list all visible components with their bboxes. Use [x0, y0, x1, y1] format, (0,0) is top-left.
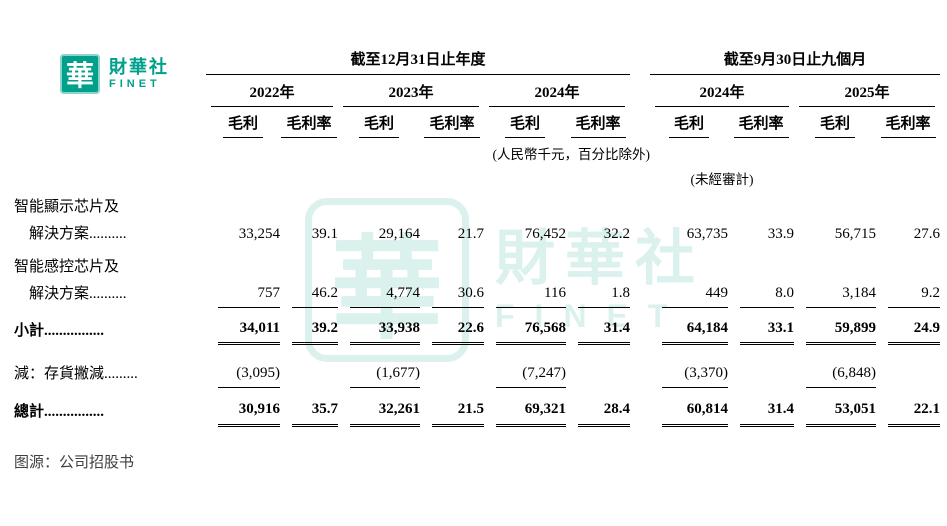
unaudited-note: (未經審計) [690, 172, 754, 187]
group-header-annual: 截至12月31日止年度 [206, 48, 631, 75]
col-gpm-2024-9m: 毛利率 [728, 107, 794, 138]
table-row-total: 總計................ 30,916 35.7 32,261 21… [14, 390, 941, 431]
table-row-subtotal: 小計................ 34,011 39.2 33,938 22… [14, 308, 941, 350]
group-header-ninemonth-label: 截至9月30日止九個月 [650, 48, 941, 75]
group-header-row: 截至12月31日止年度 截至9月30日止九個月 [14, 48, 941, 75]
column-gap [630, 48, 650, 75]
group-header-ninemonth: 截至9月30日止九個月 [650, 48, 941, 75]
row-label: 小計................ [14, 323, 105, 339]
year-2023: 2023年 [338, 75, 484, 107]
col-gpm-2022: 毛利率 [280, 107, 338, 138]
table-row-sensing-chips: 智能感控芯片及 解決方案.......... 757 46.2 4,774 30… [14, 248, 941, 308]
row-label: 減：存貨撇減......... [14, 366, 138, 382]
col-gp-2024: 毛利 [484, 107, 566, 138]
row-label-line2: 解決方案.......... [29, 226, 127, 242]
units-note-row: (人民幣千元，百分比除外) [14, 138, 940, 163]
logo-subtitle: FINET [109, 77, 161, 90]
page: 華 財華社 FINET 華 財華社 FINET 截至12月31日止年度 [0, 48, 947, 526]
table-row-display-chips: 智能顯示芯片及 解決方案.......... 33,254 39.1 29,16… [14, 188, 940, 248]
col-gpm-2023: 毛利率 [420, 107, 484, 138]
group-header-annual-label: 截至12月31日止年度 [206, 48, 631, 75]
col-gp-2022: 毛利 [206, 107, 280, 138]
col-gpm-2024: 毛利率 [566, 107, 630, 138]
col-gp-2025-9m: 毛利 [794, 107, 876, 138]
unaudited-note-row: (未經審計) [14, 163, 940, 188]
col-gp-2024-9m: 毛利 [650, 107, 728, 138]
seal-glyph: 華 [65, 61, 94, 92]
units-note: (人民幣千元，百分比除外) [492, 147, 651, 162]
source-note: 图源：公司招股书 [14, 455, 135, 471]
year-header-row: 2022年 2023年 2024年 2024年 2025年 [14, 75, 940, 107]
finet-seal-icon: 華 [60, 54, 100, 94]
row-label: 智能感控芯片及 [14, 259, 120, 275]
col-gpm-2025-9m: 毛利率 [876, 107, 940, 138]
logo-name: 財華社 [109, 56, 169, 77]
year-2024: 2024年 [484, 75, 630, 107]
year-2024-9m: 2024年 [650, 75, 794, 107]
row-label: 總計................ [14, 404, 105, 420]
row-label-line2: 解決方案.......... [29, 286, 127, 302]
year-2022: 2022年 [206, 75, 338, 107]
col-gp-2023: 毛利 [338, 107, 420, 138]
logo-text: 財華社 FINET [109, 54, 169, 94]
table-row-inventory-writedown: 減：存貨撇減......... (3,095) (1,677) (7,247) … [14, 350, 940, 390]
finet-logo: 華 財華社 FINET [60, 54, 169, 94]
year-2025-9m: 2025年 [794, 75, 940, 107]
row-label: 智能顯示芯片及 [14, 199, 120, 215]
financial-table: 截至12月31日止年度 截至9月30日止九個月 2022年 2023年 2024… [14, 48, 941, 431]
column-header-row: 毛利 毛利率 毛利 毛利率 毛利 毛利率 毛利 毛利率 毛利 毛利率 [14, 107, 940, 138]
